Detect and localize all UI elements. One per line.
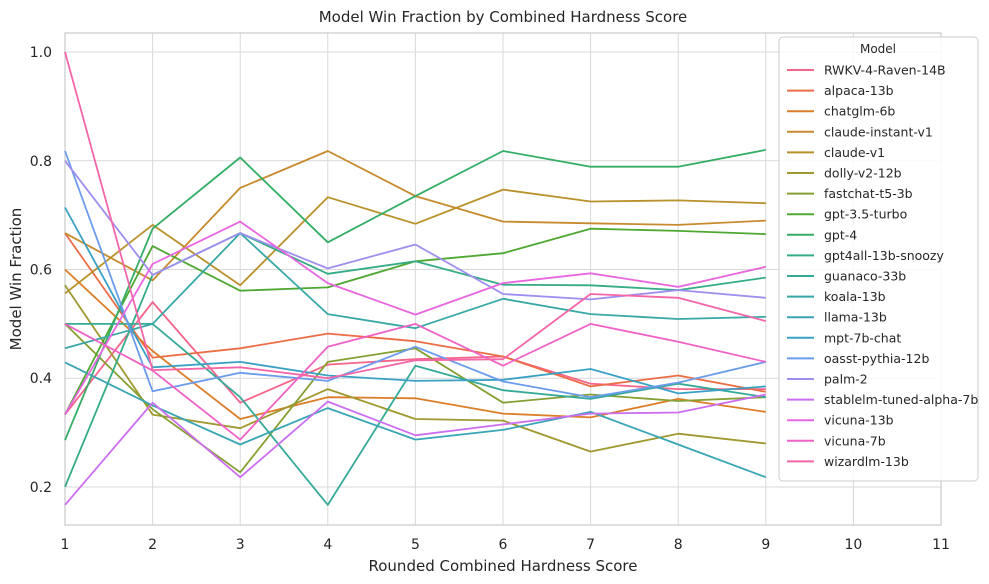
series-line-mpt-7b-chat <box>64 207 766 395</box>
series-line-stablelm-tuned-alpha-7b <box>64 393 766 506</box>
x-tick-label: 7 <box>586 537 595 553</box>
y-tick-label: 0.4 <box>30 371 52 387</box>
legend-label: fastchat-t5-3b <box>824 186 913 201</box>
legend-label: llama-13b <box>824 310 887 325</box>
legend-label: wizardlm-13b <box>824 454 909 469</box>
series-line-llama-13b <box>64 361 767 479</box>
legend-label: dolly-v2-12b <box>824 166 902 181</box>
y-tick-label: 0.8 <box>30 154 52 170</box>
x-tick-label: 10 <box>844 537 862 553</box>
x-tick-label: 1 <box>61 537 70 553</box>
series-line-gpt-4 <box>64 149 766 441</box>
x-tick-label: 4 <box>323 537 332 553</box>
legend-label: gpt4all-13b-snoozy <box>824 248 944 263</box>
x-tick-label: 8 <box>674 537 683 553</box>
series-line-vicuna-13b <box>64 220 767 416</box>
y-axis-label: Model Win Fraction <box>7 208 25 351</box>
series-line-chatglm-6b <box>64 268 766 420</box>
legend-label: oasst-pythia-12b <box>824 351 929 366</box>
series-line-vicuna-7b <box>64 322 767 441</box>
x-tick-label: 3 <box>236 537 245 553</box>
legend: Model RWKV-4-Raven-14B alpaca-13b chatglm-… <box>778 36 979 482</box>
x-tick-label: 2 <box>148 537 157 553</box>
x-tick-label: 6 <box>499 537 508 553</box>
legend-label: koala-13b <box>824 289 886 304</box>
y-ticks: 0.2 0.4 0.6 0.8 1.0 <box>30 45 52 496</box>
series-line-koala-13b <box>64 232 766 350</box>
chart-title: Model Win Fraction by Combined Hardness … <box>319 8 688 26</box>
legend-label: vicuna-13b <box>824 413 894 428</box>
x-ticks: 1 2 3 4 5 6 7 8 9 10 11 <box>61 537 950 553</box>
x-axis-label: Rounded Combined Hardness Score <box>369 557 638 575</box>
series-line-alpaca-13b <box>64 232 766 393</box>
series-line-wizardlm-13b <box>64 51 767 380</box>
y-tick-label: 0.6 <box>30 262 52 278</box>
legend-label: alpaca-13b <box>824 83 894 98</box>
series-line-fastchat-t5-3b <box>64 323 766 474</box>
legend-label: gpt-4 <box>824 227 857 242</box>
legend-label: RWKV-4-Raven-14B <box>824 63 946 78</box>
series-line-oasst-pythia-12b <box>64 150 767 399</box>
legend-label: claude-v1 <box>824 145 885 160</box>
y-tick-label: 0.2 <box>30 480 52 496</box>
series-line-guanaco-33b <box>65 322 766 506</box>
legend-label: claude-instant-v1 <box>824 124 933 139</box>
legend-title: Model <box>860 42 896 56</box>
x-tick-label: 5 <box>411 537 420 553</box>
legend-items: RWKV-4-Raven-14B alpaca-13b chatglm-6b clau… <box>787 63 978 469</box>
x-tick-label: 9 <box>761 537 770 553</box>
legend-label: stablelm-tuned-alpha-7b <box>824 392 978 407</box>
series-line-palm-2 <box>64 160 766 301</box>
legend-label: mpt-7b-chat <box>824 330 901 345</box>
series-line-claude-v1 <box>64 188 766 295</box>
legend-label: palm-2 <box>824 372 868 387</box>
x-tick-label: 11 <box>932 537 950 553</box>
legend-label: chatglm-6b <box>824 104 895 119</box>
y-tick-label: 1.0 <box>30 45 52 61</box>
legend-label: vicuna-7b <box>824 433 886 448</box>
legend-label: guanaco-33b <box>824 269 906 284</box>
legend-box <box>778 36 979 482</box>
legend-label: gpt-3.5-turbo <box>824 207 907 222</box>
series-lines <box>64 51 767 506</box>
